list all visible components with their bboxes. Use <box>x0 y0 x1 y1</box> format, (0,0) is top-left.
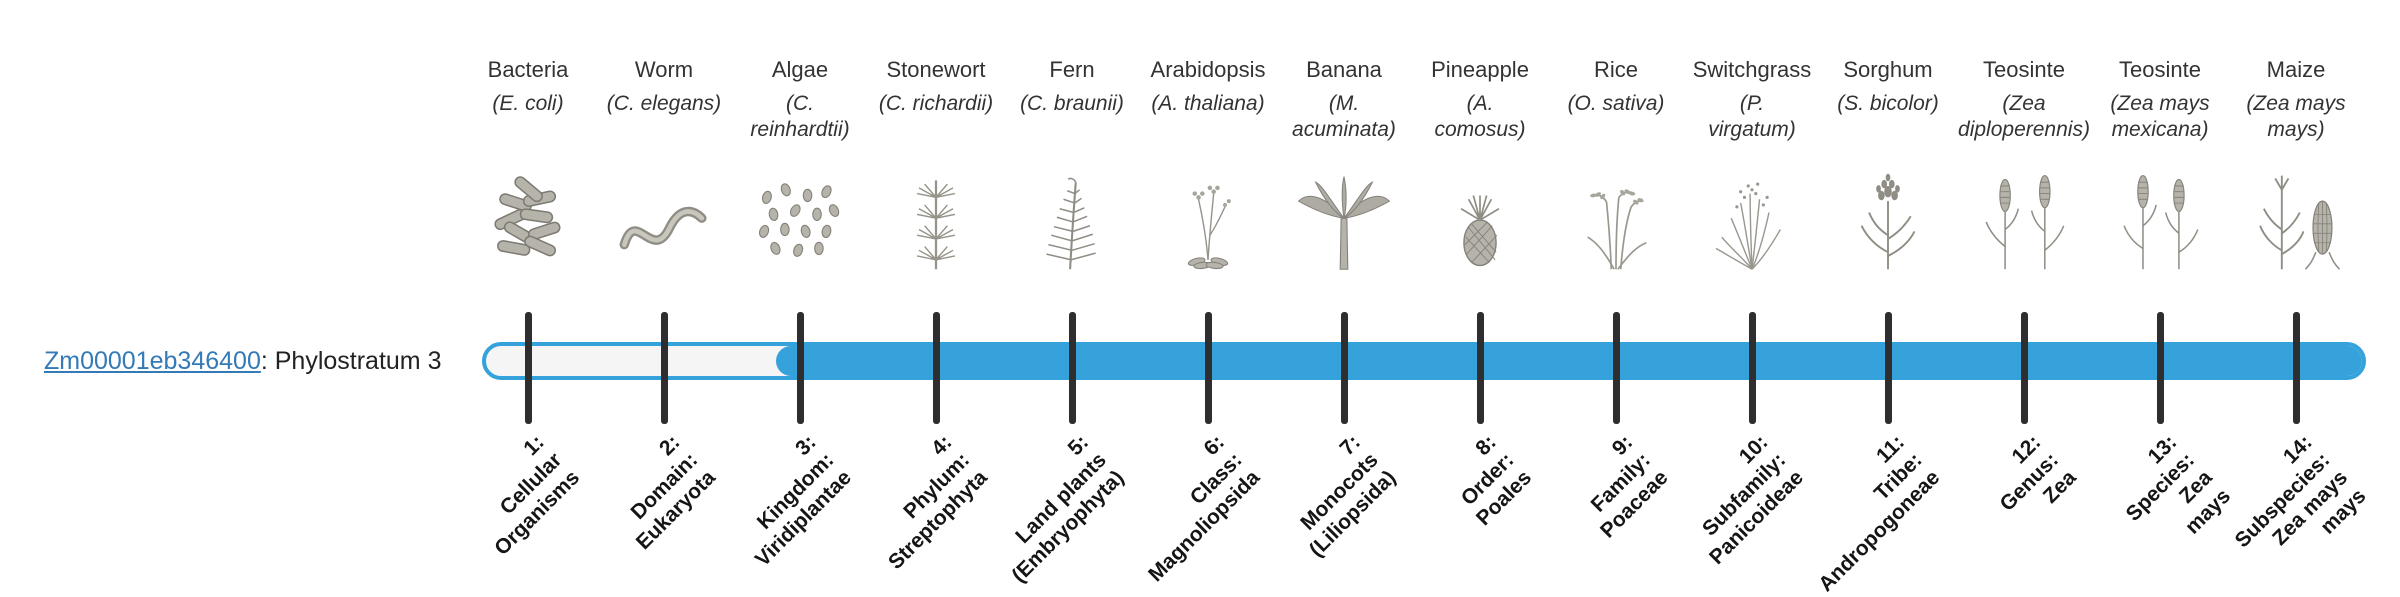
stonewort-icon <box>856 155 1016 273</box>
phylostratum-bar-track <box>482 342 2366 380</box>
stratum-label: 6: Class: Magnoliopsida <box>1144 430 1265 587</box>
teosinte-mexicana-icon <box>2080 155 2240 273</box>
maize-icon <box>2216 155 2376 273</box>
organism-sci-name: (C. reinhardtii) <box>750 91 850 142</box>
sorghum-icon <box>1808 155 1968 273</box>
organism-common-name: Banana <box>1306 57 1382 82</box>
teosinte-diploperennis-icon <box>1944 155 2104 273</box>
organism-sci-name: (P. virgatum) <box>1708 91 1796 142</box>
arabidopsis-icon <box>1128 155 1288 273</box>
phylostratum-tick <box>1748 312 1756 424</box>
bacteria-icon <box>448 155 608 273</box>
organism-sci-name: (C. richardii) <box>878 91 994 115</box>
stratum-label: 12: Genus: Zea <box>1995 430 2081 516</box>
stratum-label: 7: Monocots (Liliopsida) <box>1296 430 1401 562</box>
organism-common-name: Maize <box>2266 57 2326 82</box>
rice-icon <box>1536 155 1696 273</box>
organism-common-name: Algae <box>771 57 829 82</box>
phylostratum-tick <box>524 312 532 424</box>
gene-id-link[interactable]: Zm00001eb346400 <box>44 346 261 375</box>
pineapple-icon <box>1400 155 1560 273</box>
organism-sci-name: (O. sativa) <box>1567 91 1665 115</box>
phylostratum-tick <box>660 312 668 424</box>
algae-icon <box>720 155 880 273</box>
organism-common-name: Arabidopsis <box>1150 57 1266 82</box>
phylostratum-text: : Phylostratum 3 <box>260 346 442 375</box>
organism-sci-name: (Zea mays mexicana) <box>2110 91 2210 142</box>
organism-sci-name: (S. bicolor) <box>1837 91 1939 115</box>
stratum-label: 14: Subspecies: Zea mays mays <box>2231 430 2371 553</box>
organism-common-name: Sorghum <box>1843 57 1933 82</box>
organism-common-name: Teosinte <box>2119 57 2201 82</box>
phylostratum-tick <box>1476 312 1484 424</box>
worm-icon <box>584 155 744 273</box>
switchgrass-icon <box>1672 155 1832 273</box>
phylostratum-tick <box>2156 312 2164 424</box>
fern-icon <box>992 155 1152 273</box>
banana-icon <box>1264 155 1424 273</box>
organism-sci-name: (A. thaliana) <box>1151 91 1265 115</box>
stratum-label: 4: Phylum: Streptophyta <box>884 430 993 575</box>
phylostratum-tick <box>1068 312 1076 424</box>
organism-sci-name: (Zea diploperennis) <box>1958 91 2090 142</box>
organism-common-name: Pineapple <box>1431 57 1529 82</box>
stratum-label: 2: Domain: Eukaryota <box>627 430 721 555</box>
organism-common-name: Switchgrass <box>1692 57 1812 82</box>
organism-common-name: Stonewort <box>886 57 986 82</box>
phylostratum-tick <box>1204 312 1212 424</box>
phylostratum-tick <box>2292 312 2300 424</box>
organism-sci-name: (A. comosus) <box>1434 91 1526 142</box>
stratum-label: 1: Cellular Organisms <box>490 430 585 561</box>
phylostratum-tick <box>2020 312 2028 424</box>
organism-common-name: Rice <box>1593 57 1638 82</box>
organism-common-name: Teosinte <box>1983 57 2065 82</box>
phylostratum-tick <box>1340 312 1348 424</box>
stratum-label: 9: Family: Poaceae <box>1586 430 1673 543</box>
gene-label: Zm00001eb346400: Phylostratum 3 <box>44 342 442 380</box>
stratum-label: 13: Species: Zea mays <box>2121 430 2235 539</box>
phylostratum-tick <box>932 312 940 424</box>
stratum-label: 5: Land plants (Embryophyta) <box>1007 430 1129 588</box>
stratum-label: 11: Tribe: Andropogoneae <box>1814 430 1945 597</box>
stratum-label: 3: Kingdom: Viridiplantae <box>751 430 857 572</box>
phylostratum-tick <box>1884 312 1892 424</box>
phylostratum-bar-fill <box>776 346 2362 376</box>
organism-common-name: Bacteria <box>487 57 569 82</box>
organism-common-name: Fern <box>1049 57 1095 82</box>
phylostratum-tick <box>1612 312 1620 424</box>
stratum-label: 8: Order: Poales <box>1457 430 1537 531</box>
organism-sci-name: (E. coli) <box>492 91 564 115</box>
organism-sci-name: (M. acuminata) <box>1292 91 1396 142</box>
organism-sci-name: (C. elegans) <box>606 91 722 115</box>
organism-common-name: Worm <box>634 57 694 82</box>
organism-sci-name: (Zea mays mays) <box>2246 91 2346 142</box>
phylostratum-tick <box>796 312 804 424</box>
organism-sci-name: (C. braunii) <box>1020 91 1124 115</box>
